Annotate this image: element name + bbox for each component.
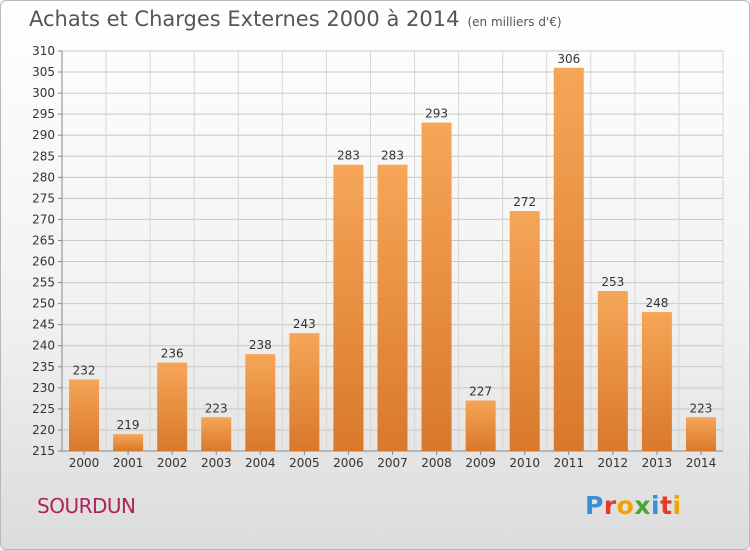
y-tick-label: 235 bbox=[32, 360, 55, 374]
y-tick-label: 290 bbox=[32, 128, 55, 142]
x-tick-label: 2012 bbox=[598, 456, 629, 470]
data-label: 223 bbox=[690, 401, 713, 415]
chart-title-text: Achats et Charges Externes 2000 à 2014 bbox=[29, 7, 460, 31]
data-label: 232 bbox=[73, 363, 96, 377]
logo-letter: o bbox=[616, 491, 635, 520]
logo-letter: t bbox=[660, 491, 673, 520]
bar bbox=[377, 164, 408, 451]
bar bbox=[157, 362, 188, 451]
x-tick-label: 2003 bbox=[201, 456, 232, 470]
logo-letter: P bbox=[585, 491, 604, 520]
y-tick-label: 275 bbox=[32, 191, 55, 205]
data-label: 272 bbox=[513, 195, 536, 209]
x-tick-label: 2008 bbox=[421, 456, 452, 470]
data-label: 306 bbox=[557, 52, 580, 66]
logo-letter: x bbox=[634, 491, 651, 520]
data-label: 227 bbox=[469, 384, 492, 398]
bar bbox=[245, 354, 276, 451]
bar bbox=[113, 434, 144, 451]
bar bbox=[641, 312, 672, 451]
y-tick-label: 230 bbox=[32, 381, 55, 395]
y-tick-label: 250 bbox=[32, 297, 55, 311]
y-tick-label: 265 bbox=[32, 233, 55, 247]
x-tick-label: 2013 bbox=[642, 456, 673, 470]
place-name: SOURDUN bbox=[37, 494, 136, 518]
bar bbox=[509, 211, 540, 451]
x-tick-label: 2014 bbox=[686, 456, 717, 470]
proxiti-logo: Proxiti bbox=[585, 491, 682, 520]
data-label: 253 bbox=[601, 275, 624, 289]
bar bbox=[333, 164, 364, 451]
bar bbox=[553, 67, 584, 451]
bar bbox=[685, 417, 716, 451]
data-label: 223 bbox=[205, 401, 228, 415]
x-tick-label: 2007 bbox=[377, 456, 408, 470]
bar bbox=[597, 291, 628, 451]
y-tick-label: 300 bbox=[32, 86, 55, 100]
y-tick-label: 245 bbox=[32, 318, 55, 332]
bar bbox=[289, 333, 320, 451]
x-tick-label: 2006 bbox=[333, 456, 364, 470]
x-tick-label: 2001 bbox=[113, 456, 144, 470]
x-tick-label: 2005 bbox=[289, 456, 320, 470]
y-tick-label: 225 bbox=[32, 402, 55, 416]
labels: 2000 232 2001 219 2002 236 2003 223 2004 238 2005 2… bbox=[69, 52, 716, 470]
logo-letter: i bbox=[672, 491, 682, 520]
y-tick-label: 240 bbox=[32, 339, 55, 353]
logo-letter: i bbox=[651, 491, 661, 520]
data-label: 236 bbox=[161, 347, 184, 361]
y-tick-label: 255 bbox=[32, 276, 55, 290]
bar bbox=[69, 379, 100, 451]
y-tick-label: 305 bbox=[32, 65, 55, 79]
y-tick-label: 220 bbox=[32, 423, 55, 437]
x-tick-label: 2011 bbox=[553, 456, 584, 470]
y-tick-label: 295 bbox=[32, 107, 55, 121]
chart-title: Achats et Charges Externes 2000 à 2014 (e… bbox=[29, 7, 562, 31]
data-label: 238 bbox=[249, 338, 272, 352]
y-tick-label: 215 bbox=[32, 444, 55, 458]
bar bbox=[201, 417, 232, 451]
y-tick-label: 260 bbox=[32, 255, 55, 269]
logo-letter: r bbox=[603, 491, 617, 520]
x-tick-label: 2009 bbox=[465, 456, 496, 470]
data-label: 219 bbox=[117, 418, 140, 432]
y-tick-label: 285 bbox=[32, 149, 55, 163]
bar bbox=[421, 122, 452, 451]
bars bbox=[69, 67, 716, 451]
x-tick-label: 2004 bbox=[245, 456, 276, 470]
chart-unit: (en milliers d'€) bbox=[467, 15, 562, 29]
x-tick-label: 2002 bbox=[157, 456, 188, 470]
data-label: 293 bbox=[425, 107, 448, 121]
x-tick-label: 2010 bbox=[509, 456, 540, 470]
x-tick-label: 2000 bbox=[69, 456, 100, 470]
data-label: 243 bbox=[293, 317, 316, 331]
data-label: 283 bbox=[381, 149, 404, 163]
data-label: 248 bbox=[645, 296, 668, 310]
y-tick-label: 310 bbox=[32, 44, 55, 58]
bar bbox=[465, 400, 496, 451]
y-tick-label: 270 bbox=[32, 212, 55, 226]
y-tick-label: 280 bbox=[32, 170, 55, 184]
data-label: 283 bbox=[337, 149, 360, 163]
